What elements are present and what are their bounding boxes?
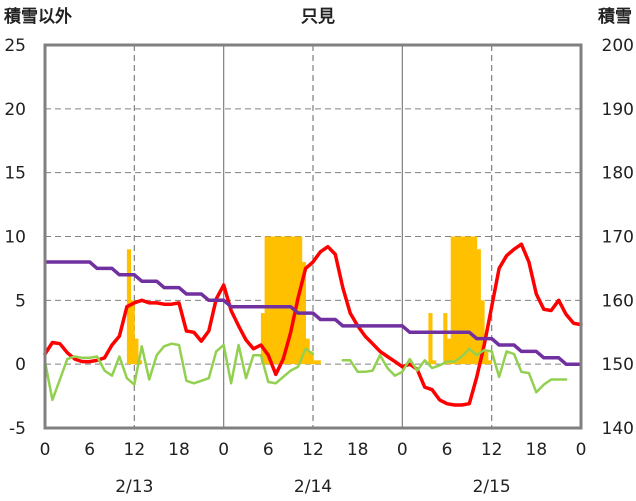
date-label: 2/15 — [473, 477, 511, 497]
right-tick-label: 160 — [602, 291, 634, 311]
x-tick-label: 0 — [576, 440, 587, 460]
precip-bar — [487, 360, 493, 365]
right-axis-label: 積雪 — [598, 6, 632, 27]
left-tick-label: -5 — [9, 419, 26, 439]
right-tick-label: 150 — [602, 355, 634, 375]
precip-bar — [458, 236, 463, 365]
precip-bar — [465, 236, 470, 365]
precip-bar — [130, 300, 135, 365]
precip-bar — [432, 360, 437, 365]
right-tick-label: 190 — [602, 100, 634, 120]
x-tick-label: 18 — [526, 440, 548, 460]
x-tick-label: 12 — [302, 440, 324, 460]
precip-bar — [484, 351, 489, 365]
x-tick-label: 0 — [40, 440, 51, 460]
precip-bar — [316, 360, 321, 365]
precip-bar — [480, 300, 485, 365]
precip-bar — [134, 338, 139, 365]
chart-title: 只見 — [301, 7, 335, 27]
x-tick-label: 18 — [347, 440, 369, 460]
left-tick-label: 5 — [15, 291, 26, 311]
temperature-line — [43, 242, 583, 407]
precip-bar — [298, 236, 303, 365]
x-tick-label: 18 — [168, 440, 190, 460]
snow-depth-line — [45, 260, 581, 366]
precip-bar — [443, 313, 448, 365]
x-tick-label: 6 — [84, 440, 95, 460]
right-tick-label: 140 — [602, 419, 634, 439]
precip-bar — [450, 236, 455, 365]
left-axis-label: 積雪以外 — [4, 6, 72, 27]
right-tick-label: 170 — [602, 228, 634, 248]
precip-bar — [264, 236, 269, 365]
right-tick-label: 200 — [602, 36, 634, 56]
precip-bar — [275, 236, 280, 365]
x-tick-label: 12 — [481, 440, 503, 460]
precip-bar — [283, 236, 288, 365]
left-tick-label: 25 — [4, 36, 26, 56]
left-tick-label: 0 — [15, 355, 26, 375]
precip-bar — [476, 249, 481, 365]
plot-frame — [43, 43, 583, 430]
precip-bar — [309, 351, 314, 365]
left-tick-label: 15 — [4, 164, 26, 184]
precip-bar — [138, 360, 143, 365]
precip-bar — [279, 236, 284, 365]
precip-bar — [454, 236, 459, 365]
precip-bar — [260, 313, 266, 365]
precip-bar — [272, 236, 277, 365]
date-label: 2/14 — [294, 477, 332, 497]
precip-bar — [473, 236, 478, 365]
x-tick-label: 0 — [397, 440, 408, 460]
precip-bar — [469, 236, 474, 365]
precip-bar — [447, 338, 452, 365]
right-tick-label: 180 — [602, 164, 634, 184]
precip-bar — [428, 313, 433, 365]
precip-bar — [286, 236, 292, 365]
x-tick-label: 6 — [263, 440, 274, 460]
x-tick-label: 0 — [218, 440, 229, 460]
grid-lines — [45, 45, 581, 428]
precip-bar — [313, 360, 318, 365]
left-tick-label: 10 — [4, 228, 26, 248]
x-tick-label: 12 — [124, 440, 146, 460]
wind-line — [43, 342, 568, 402]
date-label: 2/13 — [115, 477, 153, 497]
left-tick-label: 20 — [4, 100, 26, 120]
precip-bar — [268, 236, 273, 365]
precip-bar — [461, 236, 467, 365]
line-series — [43, 242, 583, 407]
precip-bar — [290, 236, 295, 365]
x-tick-label: 6 — [442, 440, 453, 460]
